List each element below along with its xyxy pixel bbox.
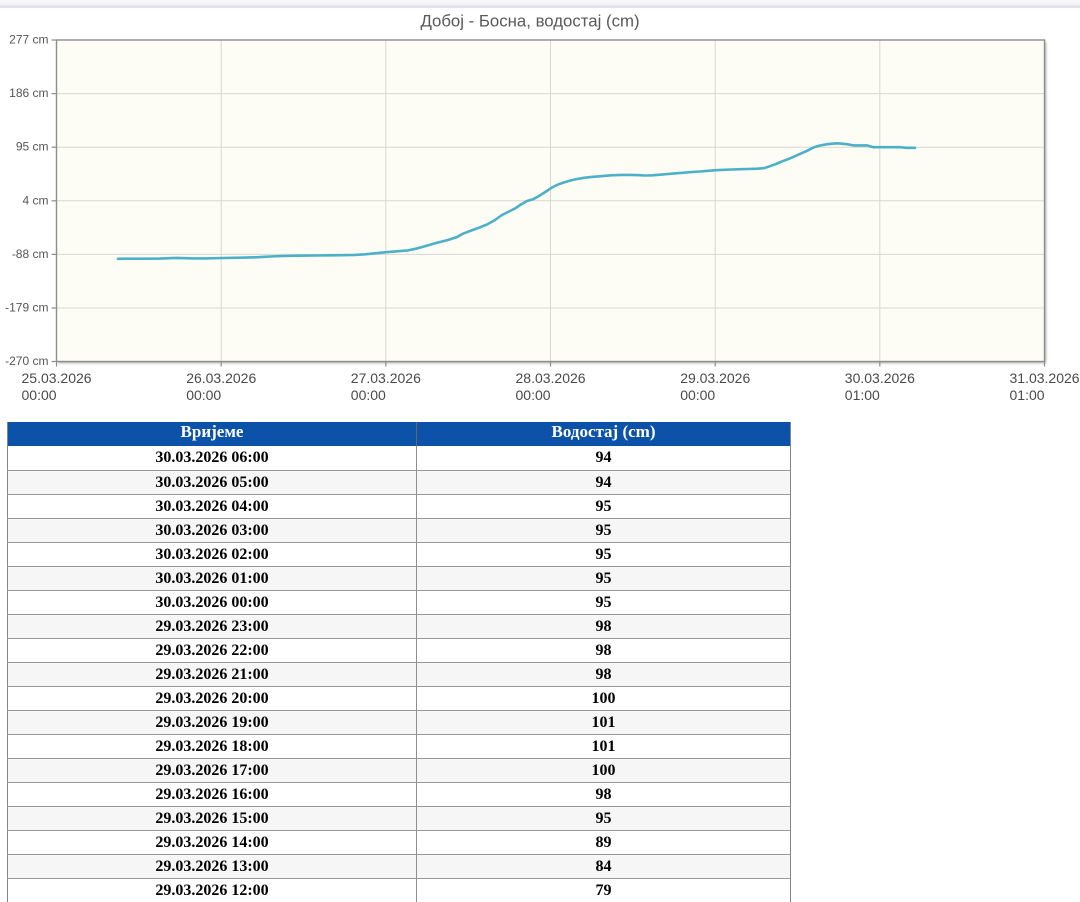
svg-text:25.03.2026: 25.03.2026 xyxy=(22,370,92,386)
svg-text:4 cm: 4 cm xyxy=(22,193,48,207)
svg-text:-270 cm: -270 cm xyxy=(5,354,48,368)
svg-text:30.03.2026: 30.03.2026 xyxy=(845,370,915,386)
svg-text:00:00: 00:00 xyxy=(22,387,57,403)
svg-text:27.03.2026: 27.03.2026 xyxy=(351,370,421,386)
svg-text:00:00: 00:00 xyxy=(186,387,221,403)
svg-text:31.03.2026: 31.03.2026 xyxy=(1010,370,1080,386)
svg-text:29.03.2026: 29.03.2026 xyxy=(680,370,750,386)
svg-text:01:00: 01:00 xyxy=(845,387,880,403)
svg-text:01:00: 01:00 xyxy=(1010,387,1045,403)
svg-text:26.03.2026: 26.03.2026 xyxy=(186,370,256,386)
svg-text:-88 cm: -88 cm xyxy=(12,247,49,261)
svg-text:95 cm: 95 cm xyxy=(16,140,49,154)
svg-text:28.03.2026: 28.03.2026 xyxy=(516,370,586,386)
svg-text:277 cm: 277 cm xyxy=(9,33,48,47)
svg-text:Добој - Босна, водостај (cm): Добој - Босна, водостај (cm) xyxy=(420,12,639,31)
svg-text:-179 cm: -179 cm xyxy=(5,301,48,315)
svg-text:00:00: 00:00 xyxy=(516,387,551,403)
svg-text:186 cm: 186 cm xyxy=(9,86,48,100)
svg-text:00:00: 00:00 xyxy=(351,387,386,403)
svg-text:00:00: 00:00 xyxy=(680,387,715,403)
